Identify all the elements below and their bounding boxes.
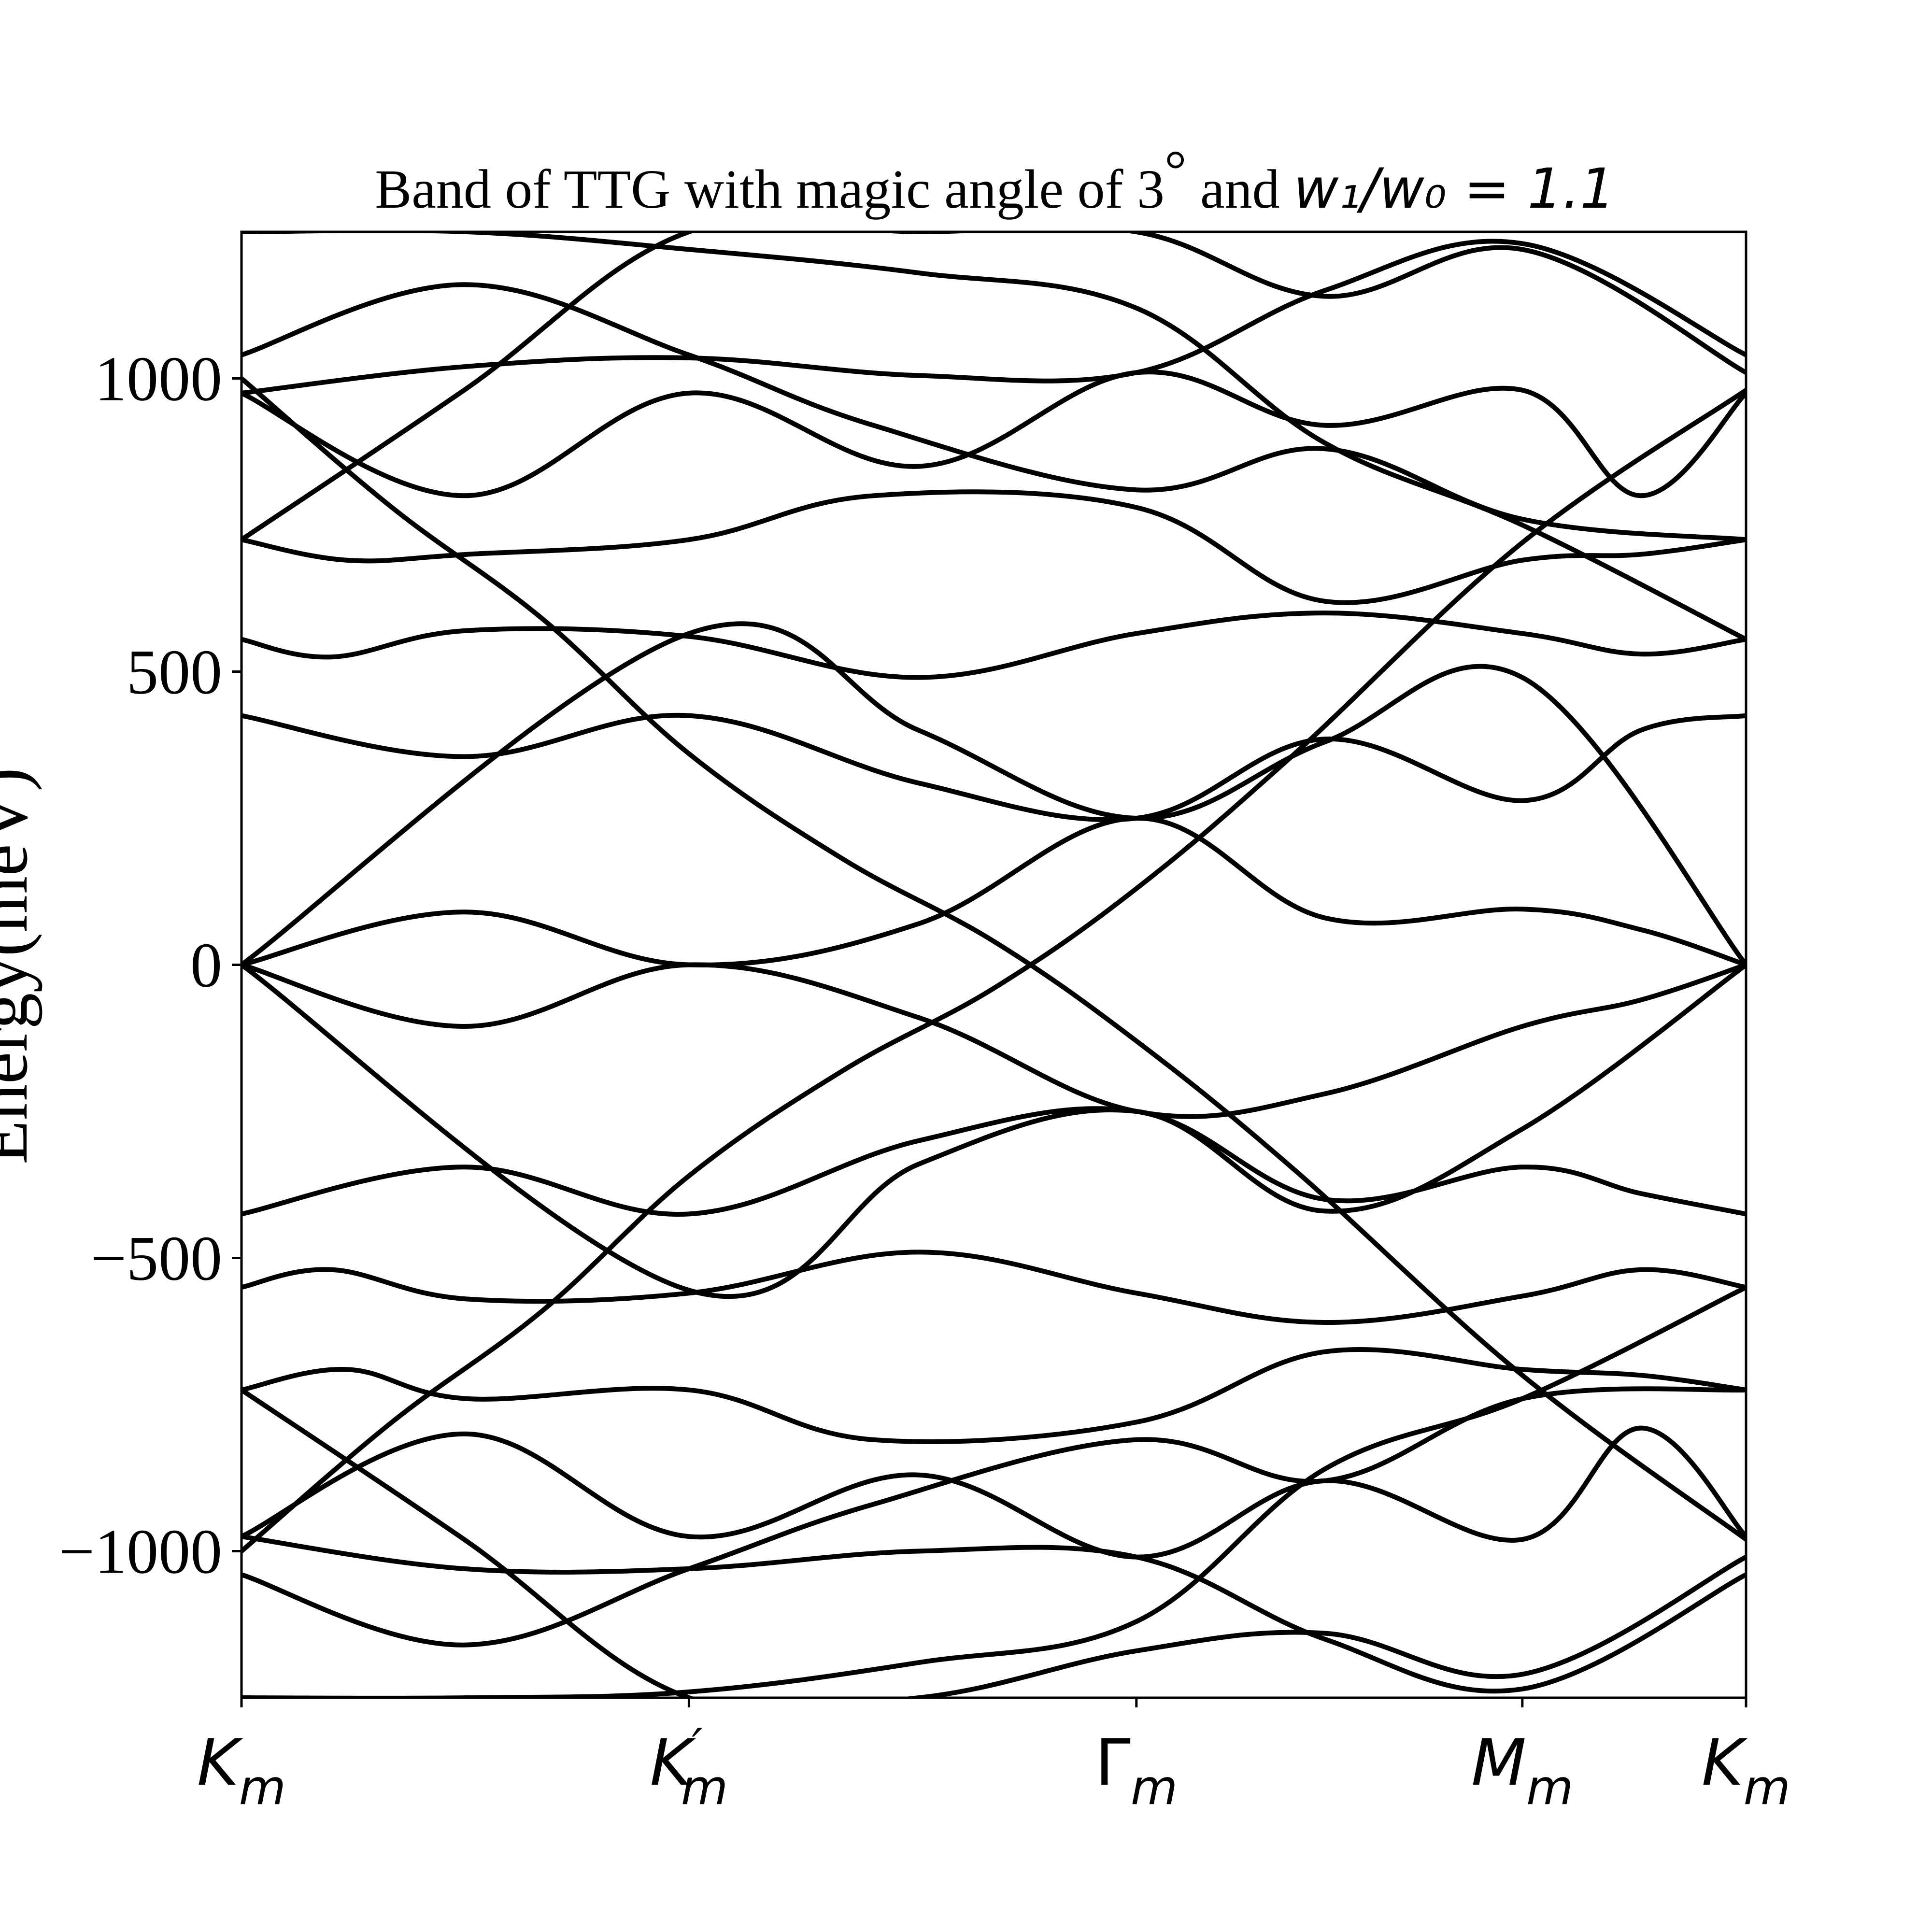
- band-16: [242, 1386, 1746, 1648]
- chart-title-degree: °: [1165, 139, 1187, 200]
- band-22: [242, 387, 1746, 1554]
- band-19: [242, 232, 1746, 542]
- chart-title: Band of TTG with magic angle of 3° and w…: [375, 139, 1615, 221]
- band-21: [242, 376, 1746, 1542]
- y-tick-label-1: −500: [91, 1223, 222, 1294]
- x-tick-label-0: Km: [197, 1726, 286, 1816]
- y-tick-label-0: −1000: [59, 1516, 222, 1587]
- band-9: [242, 489, 1746, 605]
- band-15: [242, 282, 1746, 542]
- y-tick-label-4: 1000: [95, 343, 222, 414]
- x-tick-label-3: Mm: [1471, 1726, 1573, 1816]
- x-axis-ticks: Km K′ m Γm Mm Km: [197, 1698, 1790, 1816]
- band-3: [242, 621, 1746, 967]
- chart-title-math: w₁/w₀ = 1.1: [1293, 156, 1615, 221]
- band-7: [242, 611, 1746, 680]
- band-17: [242, 232, 1746, 642]
- chart-title-middle: and: [1187, 158, 1294, 220]
- x-tick-label-4: Km: [1702, 1726, 1790, 1816]
- band-18: [242, 1285, 1746, 1698]
- band-13: [242, 239, 1746, 396]
- x-tick-label-2: Γm: [1095, 1726, 1178, 1816]
- band-4: [242, 962, 1746, 1299]
- band-12: [242, 1425, 1746, 1560]
- y-tick-label-3: 500: [127, 637, 222, 708]
- band-lines: [242, 232, 1746, 1698]
- band-20: [242, 1387, 1746, 1698]
- band-8: [242, 1250, 1746, 1325]
- band-11: [242, 369, 1746, 498]
- band-2: [242, 962, 1746, 1119]
- y-tick-label-2: 0: [190, 930, 222, 1001]
- chart-title-prefix: Band of TTG with magic angle of 3: [375, 158, 1165, 220]
- x-tick-label-1: K′ m: [650, 1718, 728, 1816]
- band-1: [242, 815, 1746, 967]
- y-axis-label: Energy(meV): [0, 767, 43, 1165]
- y-axis-ticks: −1000 −500 0 500 1000: [59, 343, 242, 1587]
- band-14: [242, 1534, 1746, 1694]
- plot-frame: [240, 230, 1747, 1699]
- band-5: [242, 712, 1746, 823]
- band-6: [242, 1106, 1746, 1217]
- band-10: [242, 1347, 1746, 1444]
